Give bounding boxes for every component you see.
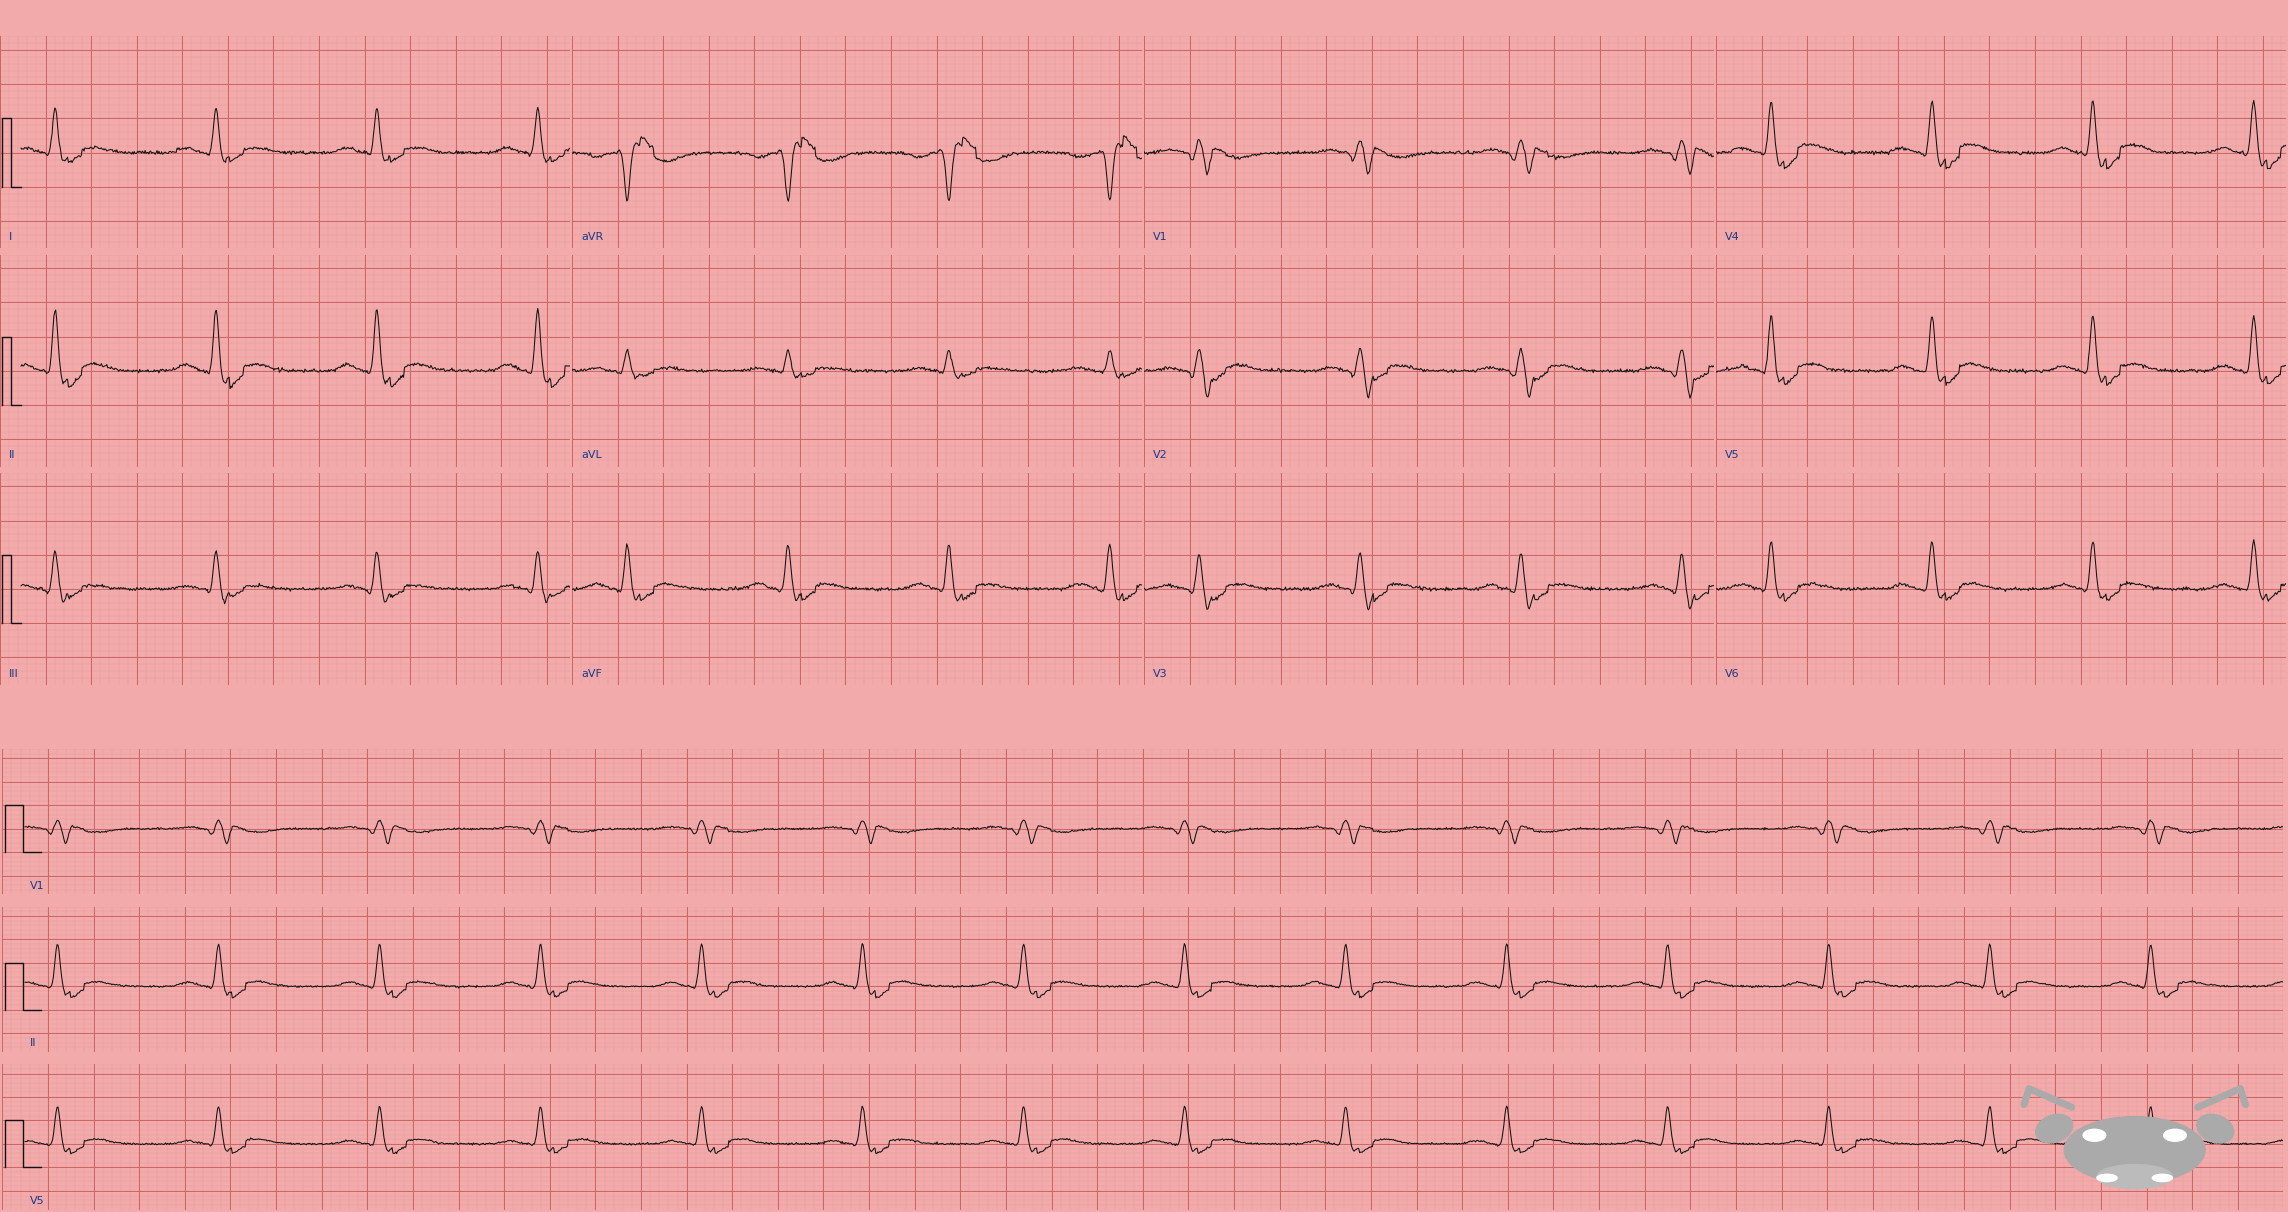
Text: V4: V4 bbox=[1725, 233, 1739, 242]
Ellipse shape bbox=[2036, 1114, 2073, 1143]
Text: V2: V2 bbox=[1153, 451, 1167, 461]
Text: III: III bbox=[9, 669, 18, 679]
Text: V1: V1 bbox=[30, 881, 43, 891]
Text: aVR: aVR bbox=[581, 233, 604, 242]
Text: V5: V5 bbox=[30, 1196, 43, 1206]
Ellipse shape bbox=[2153, 1174, 2171, 1182]
Text: aVL: aVL bbox=[581, 451, 602, 461]
Ellipse shape bbox=[2064, 1116, 2206, 1183]
Text: V1: V1 bbox=[1153, 233, 1167, 242]
Text: II: II bbox=[9, 451, 16, 461]
Ellipse shape bbox=[2196, 1114, 2233, 1143]
Text: I: I bbox=[9, 233, 11, 242]
Text: aVF: aVF bbox=[581, 669, 602, 679]
Circle shape bbox=[2164, 1130, 2187, 1142]
Ellipse shape bbox=[2098, 1174, 2116, 1182]
Text: II: II bbox=[30, 1039, 37, 1048]
Circle shape bbox=[2082, 1130, 2105, 1142]
Text: V5: V5 bbox=[1725, 451, 1739, 461]
Text: V3: V3 bbox=[1153, 669, 1167, 679]
Ellipse shape bbox=[2096, 1165, 2171, 1189]
Text: V6: V6 bbox=[1725, 669, 1739, 679]
